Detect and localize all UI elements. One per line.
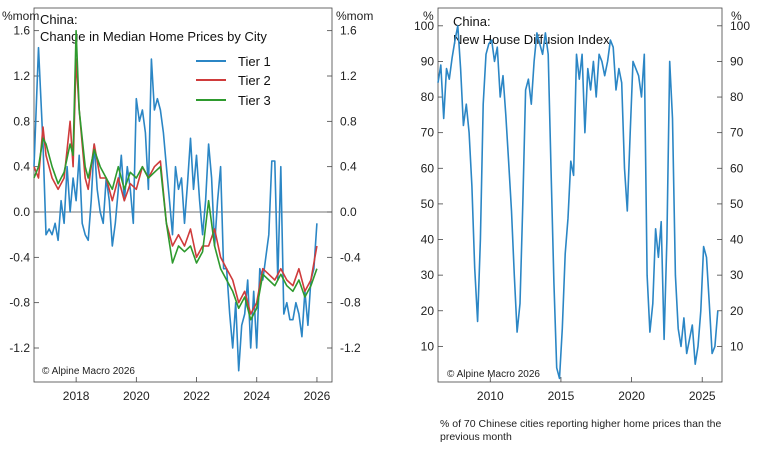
- left-ytick-label-right: -1.2: [340, 341, 361, 355]
- left-source-label: © Alpine Macro 2026: [42, 366, 135, 377]
- left-ytick-label-right: 1.6: [340, 24, 357, 38]
- left-xtick-label: 2024: [243, 389, 270, 403]
- right-ytick-label-left: 80: [421, 90, 435, 104]
- left-chart-subtitle: Change in Median Home Prices by City: [40, 29, 267, 44]
- right-xtick-label: 2025: [689, 389, 716, 403]
- right-ytick-label-left: 50: [421, 197, 435, 211]
- legend: Tier 1 Tier 2 Tier 3: [196, 54, 271, 108]
- right-ytick-label-left: 40: [421, 233, 435, 247]
- right-ytick-label-right: 90: [730, 54, 744, 68]
- left-ytick-label-left: 0.8: [13, 114, 30, 128]
- left-chart-title: China:: [40, 12, 78, 27]
- right-xtick-label: 2015: [548, 389, 575, 403]
- diffusion-index-chart: China: New House Diffusion Index % % 100…: [414, 7, 750, 403]
- right-ytick-label-left: 100: [414, 19, 434, 33]
- right-plot-frame: [437, 7, 723, 383]
- right-ytick-label-left: 70: [421, 126, 435, 140]
- right-y-axis-label: %mom: [336, 9, 373, 23]
- right-ytick-label-right: 80: [730, 90, 744, 104]
- left-ytick-label-left: 1.2: [13, 69, 30, 83]
- left-ytick-label-left: -1.2: [9, 341, 30, 355]
- right-ytick-label-right: 50: [730, 197, 744, 211]
- right-xtick-label: 2010: [477, 389, 504, 403]
- left-ytick-label-left: 0.4: [13, 160, 30, 174]
- legend-label-tier-3: Tier 3: [238, 93, 271, 108]
- left-y-axis-label: %mom: [2, 9, 39, 23]
- legend-label-tier-1: Tier 1: [238, 54, 271, 69]
- right-ytick-label-right: 100: [730, 19, 750, 33]
- right-source-label: © Alpine Macro 2026: [447, 369, 540, 380]
- left-xtick-label: 2020: [123, 389, 150, 403]
- right-chart-title: China:: [453, 14, 491, 29]
- left-ytick-label-left: -0.8: [9, 296, 30, 310]
- right-xtick-label: 2020: [618, 389, 645, 403]
- right-ytick-label-right: 10: [730, 339, 744, 353]
- series-line-tier-1: [33, 46, 318, 372]
- right-right-unit-label: %: [731, 9, 742, 23]
- left-xtick-label: 2026: [304, 389, 331, 403]
- right-chart-subtitle: New House Diffusion Index: [453, 32, 610, 47]
- left-ytick-label-right: -0.8: [340, 296, 361, 310]
- right-ytick-label-left: 90: [421, 54, 435, 68]
- right-ytick-label-right: 70: [730, 126, 744, 140]
- left-ytick-label-right: -0.4: [340, 250, 361, 264]
- right-ytick-label-left: 20: [421, 304, 435, 318]
- right-ytick-label-left: 60: [421, 161, 435, 175]
- left-ytick-label-right: 0.0: [340, 205, 357, 219]
- left-ytick-label-right: 1.2: [340, 69, 357, 83]
- right-ytick-label-right: 60: [730, 161, 744, 175]
- left-xtick-label: 2018: [63, 389, 90, 403]
- left-ytick-label-right: 0.4: [340, 160, 357, 174]
- right-ytick-label-right: 20: [730, 304, 744, 318]
- right-ytick-label-left: 10: [421, 339, 435, 353]
- home-prices-chart: China: Change in Median Home Prices by C…: [2, 7, 373, 403]
- left-xtick-label: 2022: [183, 389, 210, 403]
- left-ytick-label-left: 0.0: [13, 205, 30, 219]
- left-ytick-label-left: -0.4: [9, 250, 30, 264]
- right-ytick-label-left: 30: [421, 268, 435, 282]
- left-ytick-label-right: 0.8: [340, 114, 357, 128]
- right-ytick-label-right: 30: [730, 268, 744, 282]
- series-line-tier-3: [33, 29, 318, 321]
- legend-label-tier-2: Tier 2: [238, 73, 271, 88]
- right-ytick-label-right: 40: [730, 233, 744, 247]
- series-line-new-house-diffusion-index: [437, 24, 719, 380]
- left-ytick-label-left: 1.6: [13, 24, 30, 38]
- left-plot-frame: [33, 7, 333, 383]
- right-left-unit-label: %: [423, 9, 434, 23]
- footnote: % of 70 Chinese cities reporting higher …: [440, 418, 722, 443]
